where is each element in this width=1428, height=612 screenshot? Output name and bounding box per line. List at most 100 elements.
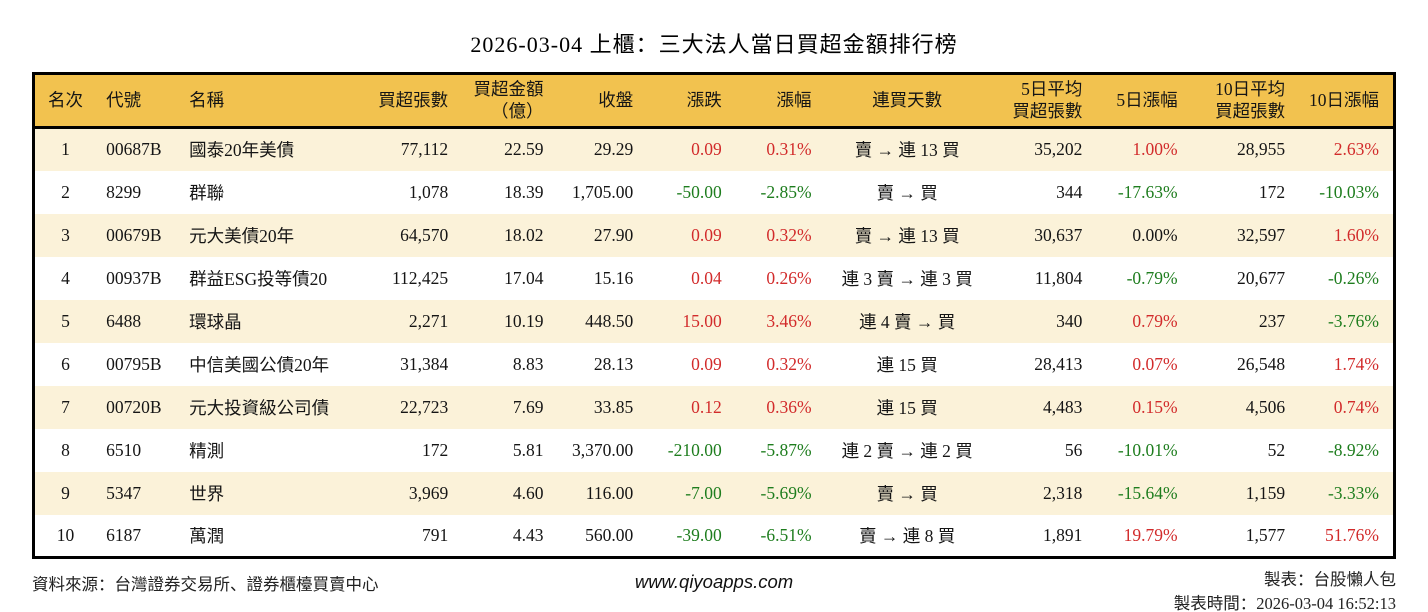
cell-avg10: 28,955	[1237, 139, 1286, 160]
cell-amt: 10.19	[504, 310, 544, 331]
cell-close: 116.00	[585, 482, 634, 503]
cell-code: 8299	[106, 181, 142, 202]
cell-vol: 77,112	[400, 139, 449, 160]
cell-name: 國泰20年美債	[189, 140, 295, 161]
cell-vol: 791	[421, 524, 449, 545]
cell-streak: 連 2 賣 → 連 2 買	[841, 440, 973, 461]
cell-rank: 5	[61, 310, 70, 331]
header-avg10: 10日平均 買超張數	[1191, 73, 1300, 129]
cell-chg_pct: 0.26%	[766, 267, 812, 288]
cell-pct5: -15.64%	[1117, 482, 1178, 503]
cell-streak: 賣 → 連 13 買	[854, 225, 960, 246]
cell-name: 元大美債20年	[189, 225, 295, 246]
header-chg_pct: 漲幅	[735, 73, 826, 129]
cell-code: 00720B	[106, 396, 162, 417]
cell-pct5: 0.15%	[1132, 396, 1178, 417]
header-pct5: 5日漲幅	[1096, 73, 1192, 129]
cell-amt: 18.39	[504, 181, 544, 202]
cell-close: 29.29	[593, 139, 634, 160]
cell-vol: 22,723	[400, 396, 449, 417]
cell-avg5: 4,483	[1042, 396, 1083, 417]
cell-chg: 0.04	[691, 267, 722, 288]
cell-name: 精測	[189, 440, 225, 461]
website-label: www.qiyoapps.com	[634, 571, 794, 592]
cell-rank: 4	[61, 267, 70, 288]
cell-code: 00687B	[106, 139, 162, 160]
cell-name: 世界	[189, 483, 225, 504]
cell-pct5: -10.01%	[1117, 439, 1178, 460]
cell-chg_pct: 0.31%	[766, 139, 812, 160]
table-row: 6 00795B 中信美國公債20年 31,384 8.83 28.13 0.09 0.32%…	[33, 342, 1395, 386]
cell-avg10: 1,159	[1245, 482, 1286, 503]
cell-name: 群益ESG投等債20	[189, 268, 328, 289]
table-row: 2 8299 群聯 1,078 18.39 1,705.00 -50.00 -2.85% 賣 →…	[33, 170, 1395, 214]
cell-code: 00937B	[106, 267, 162, 288]
cell-chg_pct: -2.85%	[760, 181, 812, 202]
cell-pct5: 0.00%	[1132, 224, 1178, 245]
cell-close: 28.13	[593, 353, 634, 374]
cell-pct10: -0.26%	[1327, 267, 1379, 288]
cell-chg: -7.00	[685, 482, 722, 503]
cell-pct5: 1.00%	[1132, 139, 1178, 160]
cell-rank: 6	[61, 353, 70, 374]
cell-chg_pct: -6.51%	[760, 524, 812, 545]
cell-pct10: 51.76%	[1325, 524, 1379, 545]
cell-chg: 0.12	[691, 396, 722, 417]
header-avg5: 5日平均 買超張數	[988, 73, 1097, 129]
cell-pct10: -3.33%	[1327, 482, 1379, 503]
cell-vol: 64,570	[400, 224, 449, 245]
cell-chg: -50.00	[676, 181, 722, 202]
cell-pct10: -8.92%	[1327, 439, 1379, 460]
cell-avg10: 172	[1258, 181, 1286, 202]
cell-amt: 17.04	[504, 267, 544, 288]
cell-code: 6187	[106, 524, 142, 545]
cell-name: 中信美國公債20年	[189, 354, 330, 375]
cell-pct10: 2.63%	[1333, 139, 1379, 160]
cell-vol: 1,078	[408, 181, 449, 202]
cell-rank: 7	[61, 396, 70, 417]
cell-avg10: 26,548	[1237, 353, 1286, 374]
cell-avg10: 52	[1267, 439, 1286, 460]
cell-avg5: 11,804	[1034, 267, 1083, 288]
table-header: 名次 代號 名稱 買超張數 買超金額 （億） 收盤 漲跌 漲幅 連買天數 5日平均 買超張數 5日漲…	[33, 73, 1395, 129]
cell-vol: 3,969	[408, 482, 449, 503]
maker-label: 製表：台股懶人包	[1264, 570, 1396, 589]
cell-name: 群聯	[189, 182, 225, 203]
header-pct10: 10日漲幅	[1299, 73, 1395, 129]
cell-rank: 8	[61, 439, 70, 460]
report-timestamp: 製表時間：2026-03-04 16:52:13	[1173, 593, 1396, 612]
cell-streak: 連 3 賣 → 連 3 買	[841, 268, 973, 289]
cell-pct10: 0.74%	[1333, 396, 1379, 417]
cell-vol: 31,384	[400, 353, 449, 374]
cell-chg: -39.00	[676, 524, 722, 545]
cell-close: 1,705.00	[572, 181, 634, 202]
cell-rank: 2	[61, 181, 70, 202]
cell-chg: 15.00	[682, 310, 722, 331]
cell-streak: 連 4 賣 → 買	[859, 311, 956, 332]
cell-chg_pct: 0.36%	[766, 396, 812, 417]
cell-streak: 賣 → 連 8 買	[859, 525, 956, 546]
cell-pct10: -3.76%	[1327, 310, 1379, 331]
cell-name: 元大投資級公司債	[189, 397, 330, 418]
cell-chg_pct: 0.32%	[766, 353, 812, 374]
table-row: 1 00687B 國泰20年美債 77,112 22.59 29.29 0.09 0.31% 賣…	[33, 127, 1395, 171]
cell-pct10: 1.74%	[1333, 353, 1379, 374]
cell-avg5: 340	[1056, 310, 1083, 331]
cell-pct5: -17.63%	[1117, 181, 1178, 202]
cell-avg10: 20,677	[1237, 267, 1286, 288]
header-code: 代號	[96, 73, 180, 129]
cell-avg10: 4,506	[1245, 396, 1286, 417]
footer: 資料來源：台灣證券交易所、證券櫃檯買賣中心 www.qiyoapps.com 製…	[32, 559, 1396, 612]
cell-avg5: 344	[1056, 181, 1083, 202]
table-body: 1 00687B 國泰20年美債 77,112 22.59 29.29 0.09 0.31% 賣…	[33, 127, 1395, 558]
cell-close: 33.85	[593, 396, 634, 417]
cell-rank: 1	[61, 139, 70, 160]
cell-amt: 5.81	[512, 439, 544, 460]
cell-vol: 112,425	[391, 267, 449, 288]
cell-vol: 2,271	[408, 310, 449, 331]
header-streak: 連買天數	[825, 73, 989, 129]
cell-chg: 0.09	[691, 224, 722, 245]
cell-streak: 賣 → 買	[876, 483, 938, 504]
header-rank: 名次	[33, 73, 97, 129]
